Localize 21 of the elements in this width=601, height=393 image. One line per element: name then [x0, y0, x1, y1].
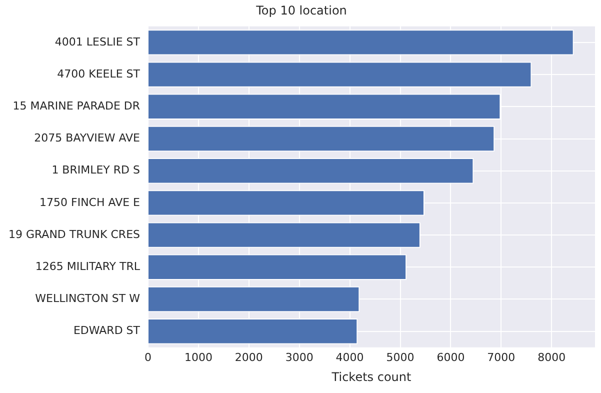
x-axis-title: Tickets count [330, 370, 412, 384]
x-tick-label: 1000 [184, 350, 212, 364]
y-tick-label: 1750 FINCH AVE E [40, 196, 140, 209]
y-tick-label: WELLINGTON ST W [35, 292, 140, 306]
chart-title: Top 10 location [255, 3, 347, 18]
x-tick-label: 5000 [386, 350, 414, 364]
y-tick-label: 4001 LESLIE ST [54, 35, 140, 48]
x-tick-label: 3000 [285, 350, 314, 364]
x-tick-label: 6000 [436, 350, 465, 364]
y-tick-label: 1265 MILITARY TRL [35, 260, 141, 274]
x-tick-label: 8000 [538, 350, 566, 364]
x-tick-label: 0 [144, 350, 152, 364]
y-tick-label: 1 BRIMLEY RD S [52, 164, 140, 177]
y-tick-label: 19 GRAND TRUNK CRES [8, 228, 140, 241]
y-tick-label: 4700 KEELE ST [57, 67, 140, 80]
x-tick-label: 2000 [234, 350, 263, 364]
x-tick-label: 4000 [336, 350, 364, 364]
x-tick-label: 7000 [487, 350, 516, 364]
y-tick-label: 15 MARINE PARADE DR [12, 100, 140, 113]
y-tick-label: 2075 BAYVIEW AVE [34, 132, 140, 145]
y-tick-label: EDWARD ST [73, 324, 140, 338]
